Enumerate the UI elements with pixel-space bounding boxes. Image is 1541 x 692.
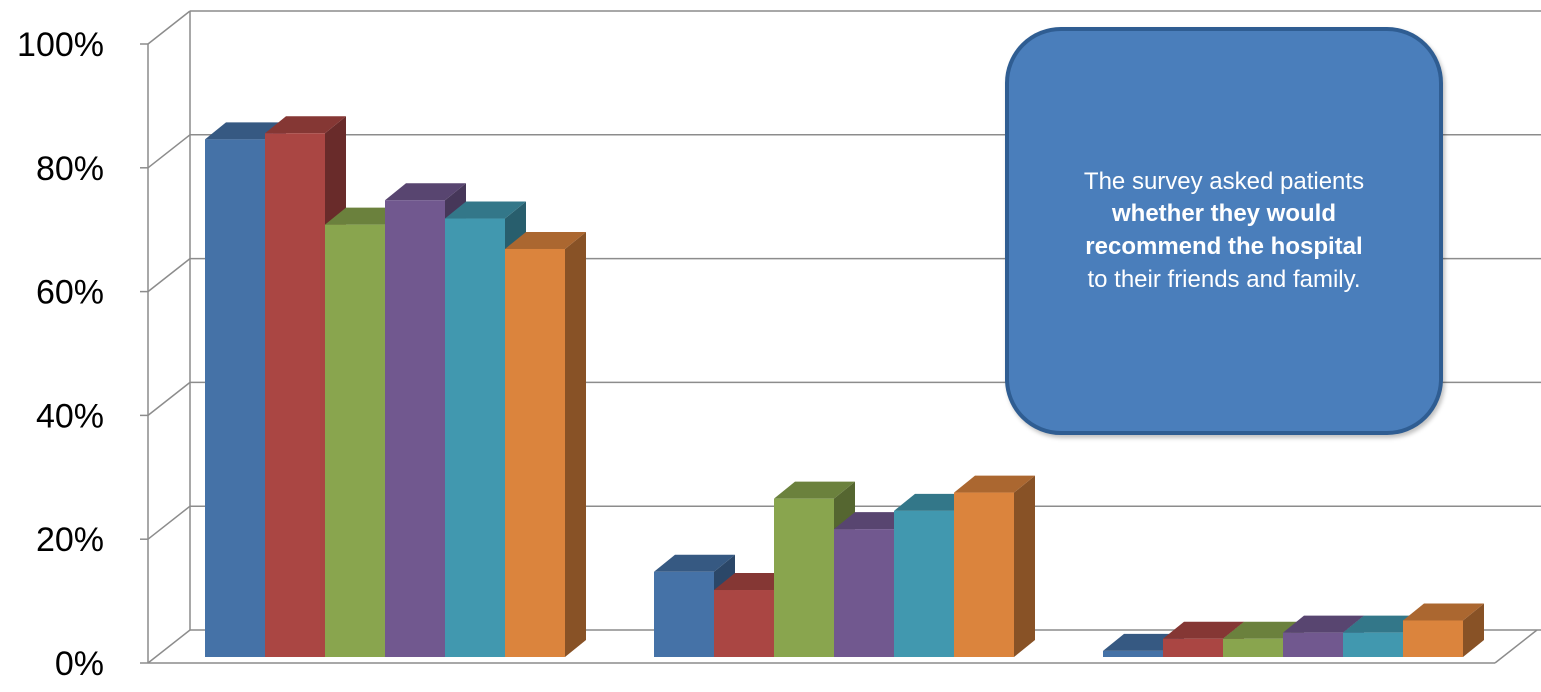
value-axis: 0% 20% 40% 60% 80% 100% (17, 11, 1538, 683)
bar-top-face (265, 116, 346, 134)
bar-top-face (505, 231, 586, 249)
bar-front-face (1343, 632, 1403, 657)
y-tick-label: 100% (17, 26, 104, 64)
bar-front-face (714, 590, 774, 657)
bar-front-face (654, 571, 714, 657)
gridline-depth (147, 381, 191, 416)
bar-front-face (774, 498, 834, 657)
bar-front-face (1283, 632, 1343, 657)
bar-top-face (1283, 615, 1364, 633)
y-tick-label: 60% (36, 274, 104, 312)
bar-front-face (834, 529, 894, 657)
bar-series (205, 116, 1484, 658)
callout-text-intro: The survey asked patients (1083, 167, 1365, 195)
gridline-depth (147, 134, 191, 169)
bar-top-face (654, 554, 735, 572)
callout-text-emphasis: whether they would recommend the hospita… (1085, 200, 1363, 260)
y-tick-label: 80% (36, 150, 104, 188)
bar-front-face (894, 510, 954, 657)
bar-top-face (1163, 621, 1244, 639)
bar-front-face (1163, 638, 1223, 657)
bar-front-face (505, 248, 565, 657)
bar (505, 231, 586, 657)
bar-side-face (1014, 475, 1035, 657)
bar-front-face (205, 139, 265, 658)
bar-top-face (1403, 603, 1484, 621)
bar-side-face (565, 231, 586, 657)
bar-front-face (325, 224, 385, 658)
y-tick-label: 20% (36, 521, 104, 559)
bar-top-face (445, 201, 526, 219)
bar-front-face (954, 492, 1014, 657)
bar-front-face (1403, 620, 1463, 657)
bar-side-face (1463, 603, 1484, 657)
bar (1403, 603, 1484, 657)
bar-front-face (1223, 638, 1283, 657)
bar-top-face (954, 475, 1035, 493)
bar-top-face (385, 183, 466, 201)
floor-right-edge (1494, 629, 1538, 664)
gridline-depth (147, 258, 191, 293)
bar (954, 475, 1035, 657)
bar-front-face (1103, 650, 1163, 657)
bar-front-face (445, 218, 505, 657)
callout-text-ending: to their friends and family. (1087, 265, 1361, 293)
bar-top-face (774, 481, 855, 499)
bar-front-face (385, 200, 445, 657)
survey-note-callout: The survey asked patients whether they w… (1005, 27, 1443, 435)
y-tick-label: 0% (55, 645, 104, 683)
y-tick-label: 40% (36, 397, 104, 435)
gridline-depth (147, 505, 191, 540)
gridline-depth (147, 629, 191, 664)
gridline-depth (147, 10, 191, 45)
bar-front-face (265, 133, 325, 657)
